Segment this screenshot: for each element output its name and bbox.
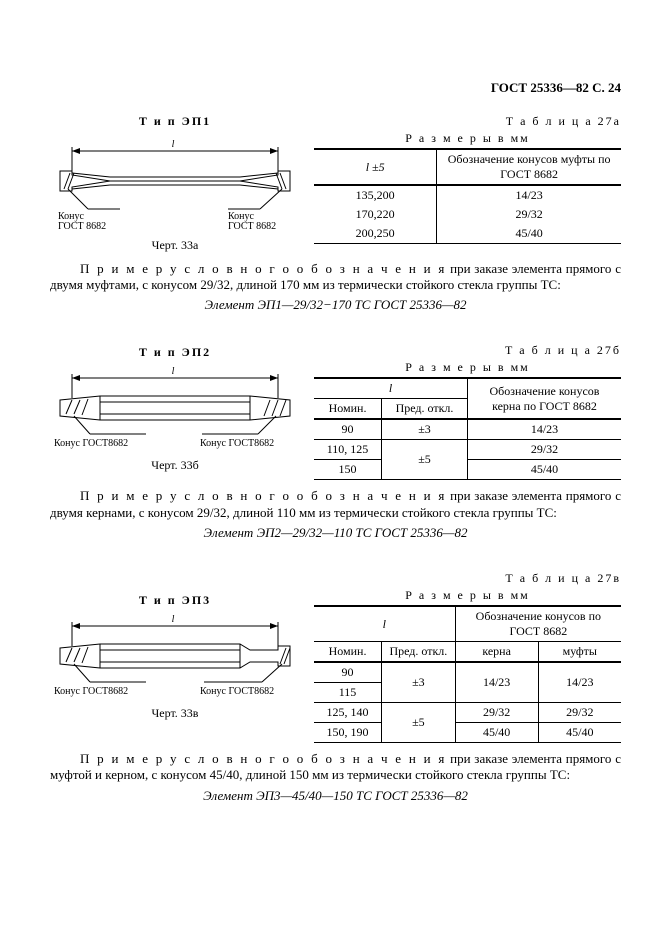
table-27a-col: Т а б л и ц а 27а Р а з м е р ы в мм l ±… [314, 114, 621, 244]
cell: 125, 140 [314, 703, 382, 723]
th-des: Обозначение конусов керна по ГОСТ 8682 [467, 378, 621, 419]
cell: 14/23 [467, 419, 621, 440]
figure-33b-col: Т и п ЭП2 l [50, 343, 300, 473]
figure-33a: l [50, 131, 300, 231]
section-ep1: Т и п ЭП1 l [50, 114, 621, 313]
example-prefix: П р и м е р у с л о в н о г о о б о з н … [80, 488, 446, 503]
designation-3: Элемент ЭП3—45/40—150 ТС ГОСТ 25336—82 [50, 788, 621, 804]
cell: 135,200 [314, 185, 437, 205]
dim-label-27a: Р а з м е р ы в мм [314, 131, 621, 146]
svg-text:Конус ГОСТ8682: Конус ГОСТ8682 [54, 438, 128, 449]
cell: 45/40 [455, 723, 538, 743]
cell: 29/32 [437, 205, 621, 224]
th-l: l [314, 378, 467, 399]
th-nomin: Номин. [314, 642, 382, 663]
th-pred: Пред. откл. [382, 642, 456, 663]
th-des: Обозначение конусов муфты по ГОСТ 8682 [437, 149, 621, 185]
section-ep2: Т и п ЭП2 l [50, 343, 621, 541]
svg-text:ГОСТ 8682: ГОСТ 8682 [58, 221, 106, 231]
svg-text:Конус ГОСТ8682: Конус ГОСТ8682 [200, 686, 274, 697]
table-label-27v: Т а б л и ц а 27в [314, 571, 621, 586]
cell: ±3 [382, 419, 468, 440]
section-ep3: Т и п ЭП3 l [50, 571, 621, 804]
page: ГОСТ 25336—82 С. 24 Т и п ЭП1 l [0, 0, 661, 874]
th-pred: Пред. откл. [382, 399, 468, 420]
figure-33v: l К [50, 610, 300, 700]
table-label-27b: Т а б л и ц а 27б [314, 343, 621, 358]
table-27a: l ±5 Обозначение конусов муфты по ГОСТ 8… [314, 148, 621, 244]
example-text-3: П р и м е р у с л о в н о г о о б о з н … [50, 751, 621, 784]
cell: ±3 [382, 662, 456, 703]
th-l: l [314, 606, 455, 642]
svg-text:l: l [172, 139, 175, 150]
table-27v: l Обозначение конусов по ГОСТ 8682 Номин… [314, 605, 621, 743]
cell: 14/23 [437, 185, 621, 205]
page-header: ГОСТ 25336—82 С. 24 [50, 80, 621, 96]
figure-33a-col: Т и п ЭП1 l [50, 114, 300, 252]
example-text-1: П р и м е р у с л о в н о г о о б о з н … [50, 261, 621, 294]
th-l: l ±5 [314, 149, 437, 185]
svg-text:Конус ГОСТ8682: Конус ГОСТ8682 [200, 438, 274, 449]
svg-text:Конус ГОСТ8682: Конус ГОСТ8682 [54, 686, 128, 697]
figure-33v-col: Т и п ЭП3 l [50, 571, 300, 721]
cell: 29/32 [455, 703, 538, 723]
table-27v-col: Т а б л и ц а 27в Р а з м е р ы в мм l О… [314, 571, 621, 743]
type-title-ep3: Т и п ЭП3 [50, 593, 300, 608]
cell: 14/23 [538, 662, 621, 703]
type-title-ep2: Т и п ЭП2 [50, 345, 300, 360]
type-title-ep1: Т и п ЭП1 [50, 114, 300, 129]
fig-caption-33b: Черт. 33б [50, 458, 300, 473]
dim-label-27v: Р а з м е р ы в мм [314, 588, 621, 603]
fig-caption-33v: Черт. 33в [50, 706, 300, 721]
figure-33b: l [50, 362, 300, 452]
cell: 45/40 [538, 723, 621, 743]
dim-label-27b: Р а з м е р ы в мм [314, 360, 621, 375]
cell: 29/32 [538, 703, 621, 723]
cell: 150, 190 [314, 723, 382, 743]
cell: 110, 125 [314, 440, 382, 460]
table-label-27a: Т а б л и ц а 27а [314, 114, 621, 129]
cell: 45/40 [467, 460, 621, 480]
cell: ±5 [382, 703, 456, 743]
cell: 90 [314, 662, 382, 683]
svg-text:l: l [172, 614, 175, 625]
svg-text:l: l [172, 366, 175, 377]
th-kern: керна [455, 642, 538, 663]
th-muft: муфты [538, 642, 621, 663]
cell: 150 [314, 460, 382, 480]
cell: 45/40 [437, 224, 621, 244]
th-nomin: Номин. [314, 399, 382, 420]
table-27b: l Обозначение конусов керна по ГОСТ 8682… [314, 377, 621, 480]
fig-caption-33a: Черт. 33а [50, 238, 300, 253]
cell: 200,250 [314, 224, 437, 244]
cell: 90 [314, 419, 382, 440]
designation-1: Элемент ЭП1—29/32−170 ТС ГОСТ 25336—82 [50, 297, 621, 313]
example-text-2: П р и м е р у с л о в н о г о о б о з н … [50, 488, 621, 521]
example-prefix: П р и м е р у с л о в н о г о о б о з н … [80, 751, 446, 766]
svg-text:ГОСТ 8682: ГОСТ 8682 [228, 221, 276, 231]
cell: 170,220 [314, 205, 437, 224]
th-des: Обозначение конусов по ГОСТ 8682 [455, 606, 621, 642]
example-prefix: П р и м е р у с л о в н о г о о б о з н … [80, 261, 446, 276]
table-27b-col: Т а б л и ц а 27б Р а з м е р ы в мм l О… [314, 343, 621, 480]
cell: 14/23 [455, 662, 538, 703]
cell: 29/32 [467, 440, 621, 460]
designation-2: Элемент ЭП2—29/32—110 ТС ГОСТ 25336—82 [50, 525, 621, 541]
cell: 115 [314, 683, 382, 703]
cell: ±5 [382, 440, 468, 480]
